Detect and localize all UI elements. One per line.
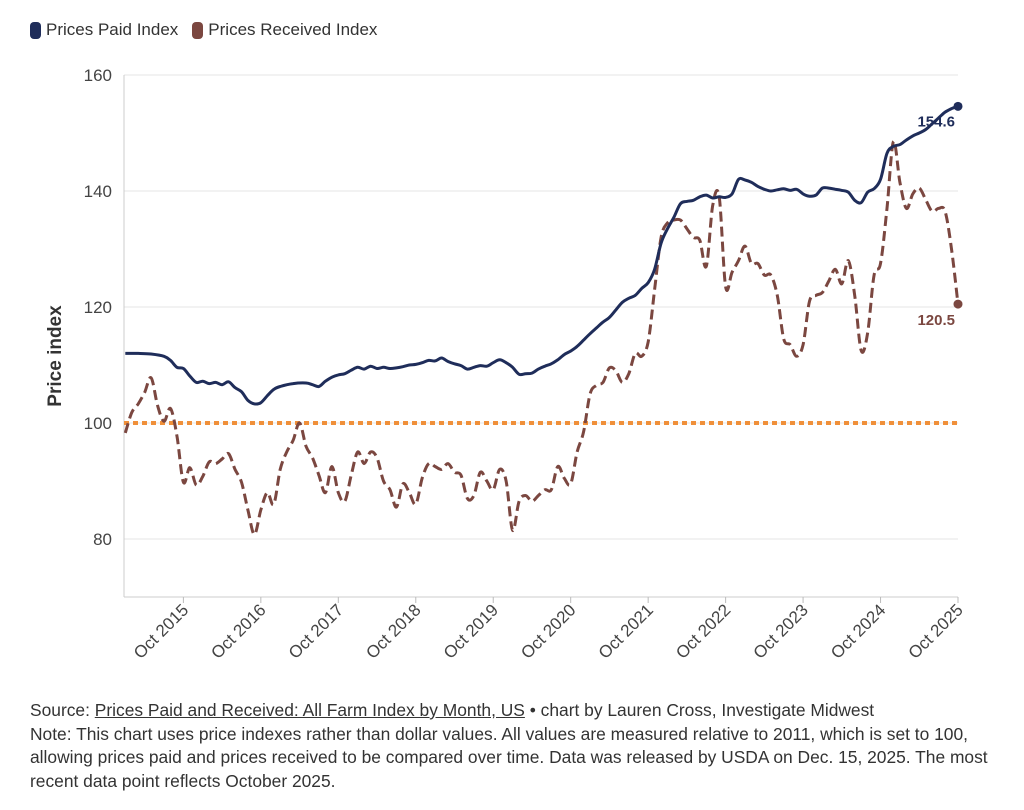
y-axis-label: Price index bbox=[45, 305, 66, 407]
chart-footer: Source: Prices Paid and Received: All Fa… bbox=[30, 699, 990, 793]
x-tick-label-2017: Oct 2017 bbox=[285, 600, 347, 662]
source-suffix: • chart by Lauren Cross, Investigate Mid… bbox=[524, 700, 875, 720]
legend-item-prices-received[interactable]: Prices Received Index bbox=[192, 20, 377, 40]
x-tick-label-2020: Oct 2020 bbox=[517, 600, 579, 662]
legend-swatch-prices-received bbox=[192, 21, 204, 39]
legend-swatch-prices-paid bbox=[30, 21, 41, 39]
end-label-prices-paid: 154.6 bbox=[917, 113, 955, 130]
y-tick-label-100: 100 bbox=[84, 414, 112, 433]
x-tick-label-2021: Oct 2021 bbox=[595, 600, 657, 662]
y-tick-label-120: 120 bbox=[84, 298, 112, 317]
end-point-prices-paid bbox=[953, 101, 963, 111]
x-tick-label-2015: Oct 2015 bbox=[130, 600, 192, 662]
x-tick-label-2023: Oct 2023 bbox=[750, 600, 812, 662]
y-tick-label-80: 80 bbox=[93, 530, 112, 549]
x-tick-label-2016: Oct 2016 bbox=[207, 600, 269, 662]
y-tick-label-160: 160 bbox=[84, 66, 112, 85]
x-tick-label-2018: Oct 2018 bbox=[362, 600, 424, 662]
legend-label-prices-paid: Prices Paid Index bbox=[46, 20, 179, 39]
x-tick-label-2019: Oct 2019 bbox=[440, 600, 502, 662]
source-prefix: Source: bbox=[30, 700, 95, 720]
legend-item-prices-paid[interactable]: Prices Paid Index bbox=[30, 20, 178, 40]
chart-legend: Prices Paid Index Prices Received Index bbox=[30, 20, 377, 40]
series-line-prices-paid bbox=[125, 104, 959, 406]
x-tick-label-2022: Oct 2022 bbox=[672, 600, 734, 662]
series-line-prices-received bbox=[123, 140, 960, 536]
y-tick-label-140: 140 bbox=[84, 182, 112, 201]
legend-label-prices-received: Prices Received Index bbox=[208, 20, 378, 39]
end-point-prices-received bbox=[953, 299, 963, 309]
x-tick-label-2024: Oct 2024 bbox=[827, 600, 889, 662]
source-link[interactable]: Prices Paid and Received: All Farm Index… bbox=[94, 700, 525, 720]
end-label-prices-received: 120.5 bbox=[917, 312, 955, 329]
source-line: Source: Prices Paid and Received: All Fa… bbox=[30, 699, 990, 723]
note-text: Note: This chart uses price indexes rath… bbox=[30, 723, 988, 791]
x-tick-label-2025: Oct 2025 bbox=[905, 600, 967, 662]
